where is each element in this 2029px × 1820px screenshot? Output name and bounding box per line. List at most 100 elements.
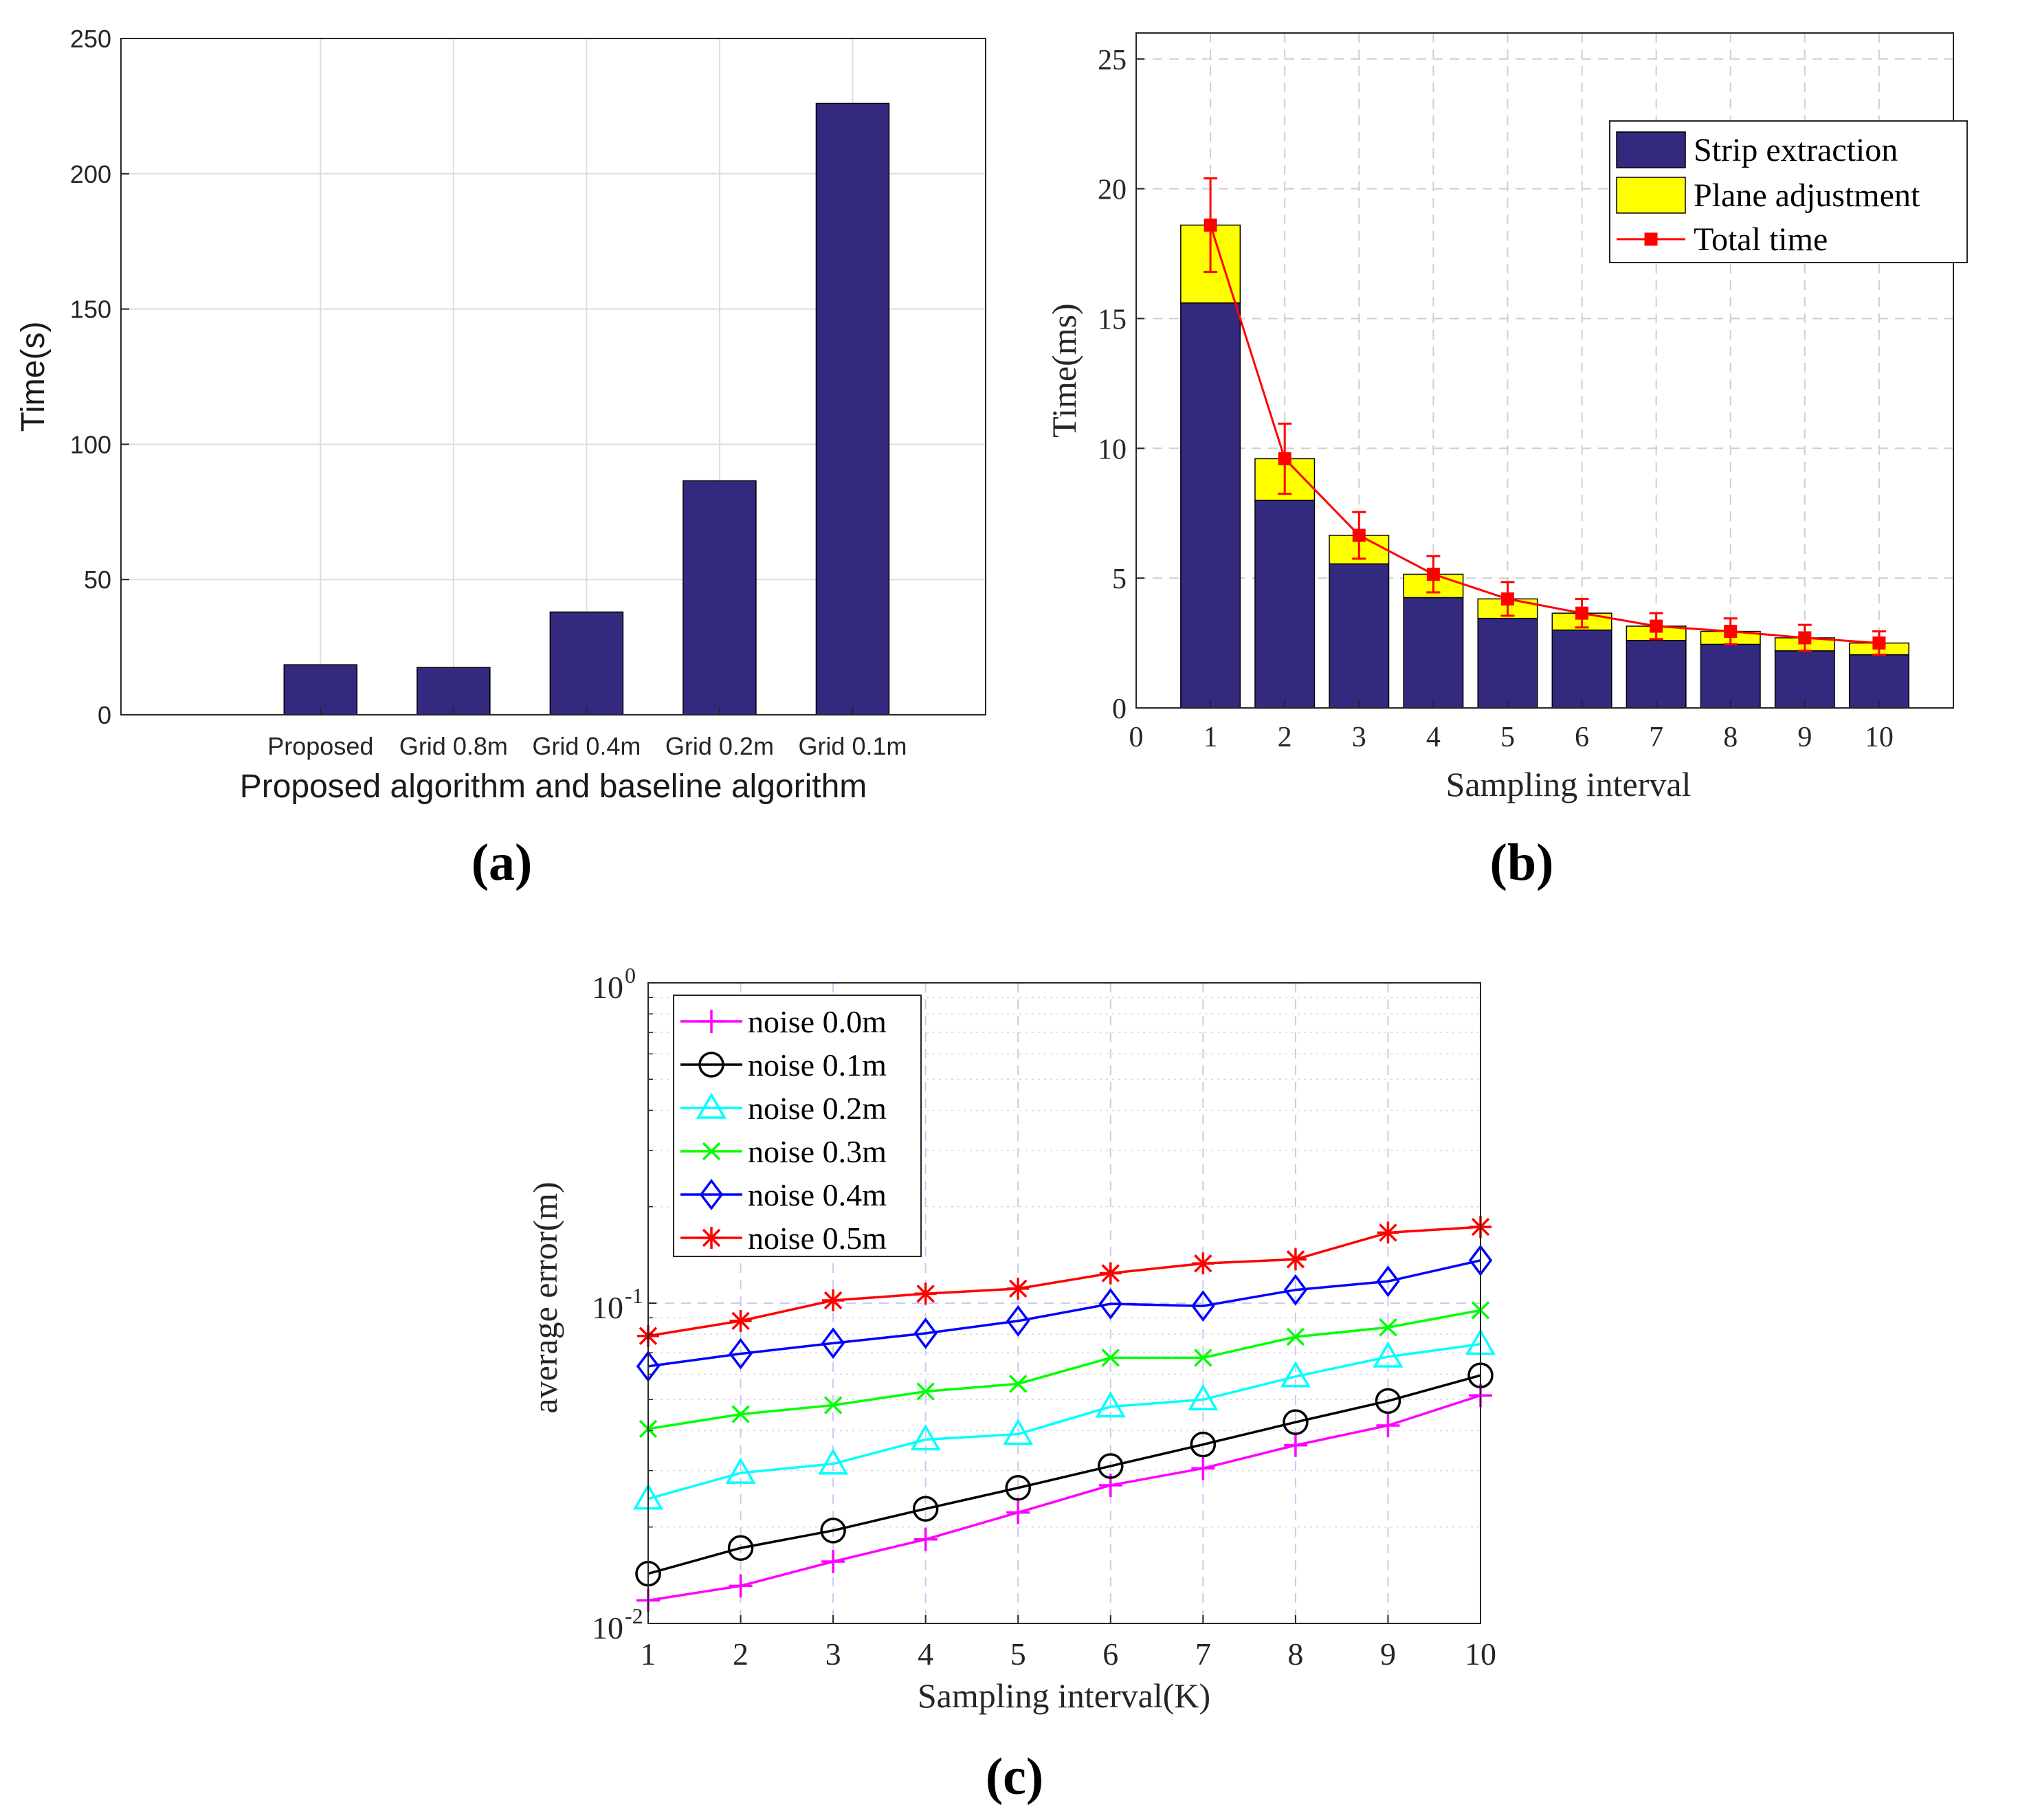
panel-c-data-point-shape <box>1379 1318 1397 1337</box>
panel-c-data-point-shape <box>1098 1453 1124 1479</box>
panel-a-axes-box <box>120 38 986 715</box>
panel-c-series-line <box>647 1259 1481 1368</box>
panel-c-series-circle <box>635 1362 1494 1587</box>
panel-c-legend-marker-shape <box>696 1092 727 1119</box>
panel-c-data-point-shape <box>1194 1349 1212 1367</box>
panel-a-ticks: 0 50 100 150 200 250 Proposed Grid 0.8m Grid 0.4… <box>70 25 907 760</box>
panel-b-total-time-marker-shape <box>1204 218 1217 232</box>
panel-c-ytick-label: 10 <box>592 1290 623 1325</box>
panel-c-legend-label: noise 0.0m <box>748 1004 887 1039</box>
panel-c-data-point <box>1283 1433 1307 1457</box>
panel-b-xtick-label: 6 <box>1575 722 1589 753</box>
panel-c-series-line <box>647 1309 1481 1430</box>
panel-b-x-axis-label: Sampling interval <box>1446 765 1692 803</box>
panel-c-data-point <box>1095 1391 1126 1418</box>
panel-c-data-point-shape <box>729 1309 752 1332</box>
panel-c-data-point-shape <box>1006 1305 1030 1337</box>
panel-b-ticks: 0 5 10 15 20 25 0 1 2 3 4 5 6 7 8 9 10 <box>1098 45 1894 753</box>
panel-c-data-point <box>910 1423 941 1451</box>
panel-c-data-point <box>1375 1388 1401 1414</box>
panel-b-bar-strip-extraction <box>1329 563 1390 709</box>
panel-c-data-point <box>818 1448 849 1475</box>
panel-b-total-time-marker <box>1500 592 1514 606</box>
panel-c-ytick-base: 10 <box>592 1610 623 1645</box>
panel-c-legend-marker <box>700 1010 723 1033</box>
panel-c-legend-label: noise 0.1m <box>748 1047 887 1083</box>
panel-a-bar <box>683 480 757 715</box>
panel-c-data-point <box>725 1457 756 1484</box>
panel-c-data-point <box>1188 1384 1219 1411</box>
panel-b-xtick-label: 0 <box>1129 722 1144 753</box>
panel-c-data-point-shape <box>729 1574 753 1598</box>
panel-c-data-point <box>1008 1375 1028 1393</box>
panel-c-xtick-label: 4 <box>918 1636 933 1672</box>
panel-c-data-point <box>913 1317 938 1349</box>
panel-b-bar-strip-extraction <box>1774 650 1835 709</box>
panel-b-legend-label-total: Total time <box>1694 221 1828 258</box>
panel-c-legend-box <box>673 995 922 1257</box>
panel-c-series <box>632 1216 1496 1612</box>
panel-c-data-point-shape <box>823 1396 843 1414</box>
panel-c-legend-label: noise 0.5m <box>748 1221 887 1256</box>
panel-c-data-point-shape <box>910 1423 941 1451</box>
panel-c-data-point-shape <box>912 1496 939 1522</box>
panel-c-series-star <box>637 1216 1492 1347</box>
panel-c-data-point <box>729 1309 752 1332</box>
panel-a-ytick-label: 50 <box>84 566 111 594</box>
panel-c-data-point-shape <box>727 1535 754 1561</box>
panel-c-data-point-shape <box>1280 1361 1311 1388</box>
panel-c-data-point <box>1376 1265 1400 1298</box>
panel-b-total-time-marker-shape <box>1278 452 1291 465</box>
panel-b-bar-strip-extraction <box>1180 302 1241 709</box>
panel-b-xtick-label: 5 <box>1500 722 1515 753</box>
panel-c-data-point <box>1006 1305 1030 1337</box>
panel-c-xtick-label: 10 <box>1465 1636 1496 1672</box>
panel-c-data-point-shape <box>1005 1475 1031 1501</box>
panel-c-data-point <box>1194 1349 1212 1367</box>
panel-c-data-point-shape <box>822 1289 845 1311</box>
panel-c-data-point-shape <box>731 1405 750 1423</box>
panel-b-legend-marker-total <box>1644 232 1658 246</box>
panel-b-total-time-marker <box>1650 619 1663 633</box>
panel-c-data-point <box>1003 1419 1034 1445</box>
panel-c-ytick-label: 10 <box>592 970 623 1005</box>
panel-c-data-point-shape <box>913 1317 938 1349</box>
panel-b-xtick-label: 1 <box>1204 722 1218 753</box>
panel-b-legend: Strip extraction Plane adjustment Total ti… <box>1609 120 1968 263</box>
panel-b-total-time-marker-shape <box>1650 619 1663 633</box>
panel-b-total-time-marker-shape <box>1872 636 1886 650</box>
panel-b-legend-swatch-strip <box>1616 131 1686 168</box>
panel-b-xtick-label: 9 <box>1797 722 1812 753</box>
panel-b-total-time-marker <box>1798 631 1812 645</box>
panel-b-bars <box>1180 224 1909 709</box>
panel-c-legend-marker <box>698 1052 724 1078</box>
panel-c-x-axis-label: Sampling interval(K) <box>918 1676 1210 1715</box>
panel-c-data-point <box>1286 1327 1305 1346</box>
panel-b-bar-strip-extraction <box>1700 643 1761 709</box>
panel-c-data-point <box>1373 1341 1404 1368</box>
panel-b-total-time-line <box>1204 177 1886 656</box>
panel-c-ytick-label: 10 <box>592 1610 623 1645</box>
panel-a-xtick-label: Grid 0.1m <box>798 732 907 760</box>
panel-c-data-point <box>1377 1221 1399 1244</box>
panel-c-data-point-shape <box>1377 1221 1399 1244</box>
panel-c-legend-label: noise 0.4m <box>748 1177 887 1212</box>
panel-c-data-point-shape <box>1006 1500 1030 1524</box>
panel-b-total-time-polyline <box>1209 225 1880 645</box>
panel-c-data-point <box>1099 1262 1122 1285</box>
panel-c-data-point <box>1190 1431 1217 1458</box>
panel-c-ytick-exponent: -2 <box>625 1603 643 1628</box>
panel-c-legend-marker-shape <box>700 1010 723 1033</box>
panel-b-total-time-marker-shape <box>1352 529 1366 542</box>
panel-c-ytick-base: 10 <box>592 1290 623 1325</box>
panel-b-total-time-marker <box>1204 218 1217 232</box>
panel-c-series-line <box>647 1225 1481 1338</box>
panel-c-data-point-shape <box>1283 1409 1309 1435</box>
panel-b-ytick-label: 25 <box>1098 45 1127 76</box>
panel-c-data-point <box>912 1496 939 1522</box>
panel-c-data-point-shape <box>1283 1274 1308 1306</box>
panel-c-data-point-shape <box>1284 1248 1307 1271</box>
panel-b-total-time-marker-shape <box>1500 592 1514 606</box>
panel-c-xtick-label: 7 <box>1195 1636 1211 1672</box>
